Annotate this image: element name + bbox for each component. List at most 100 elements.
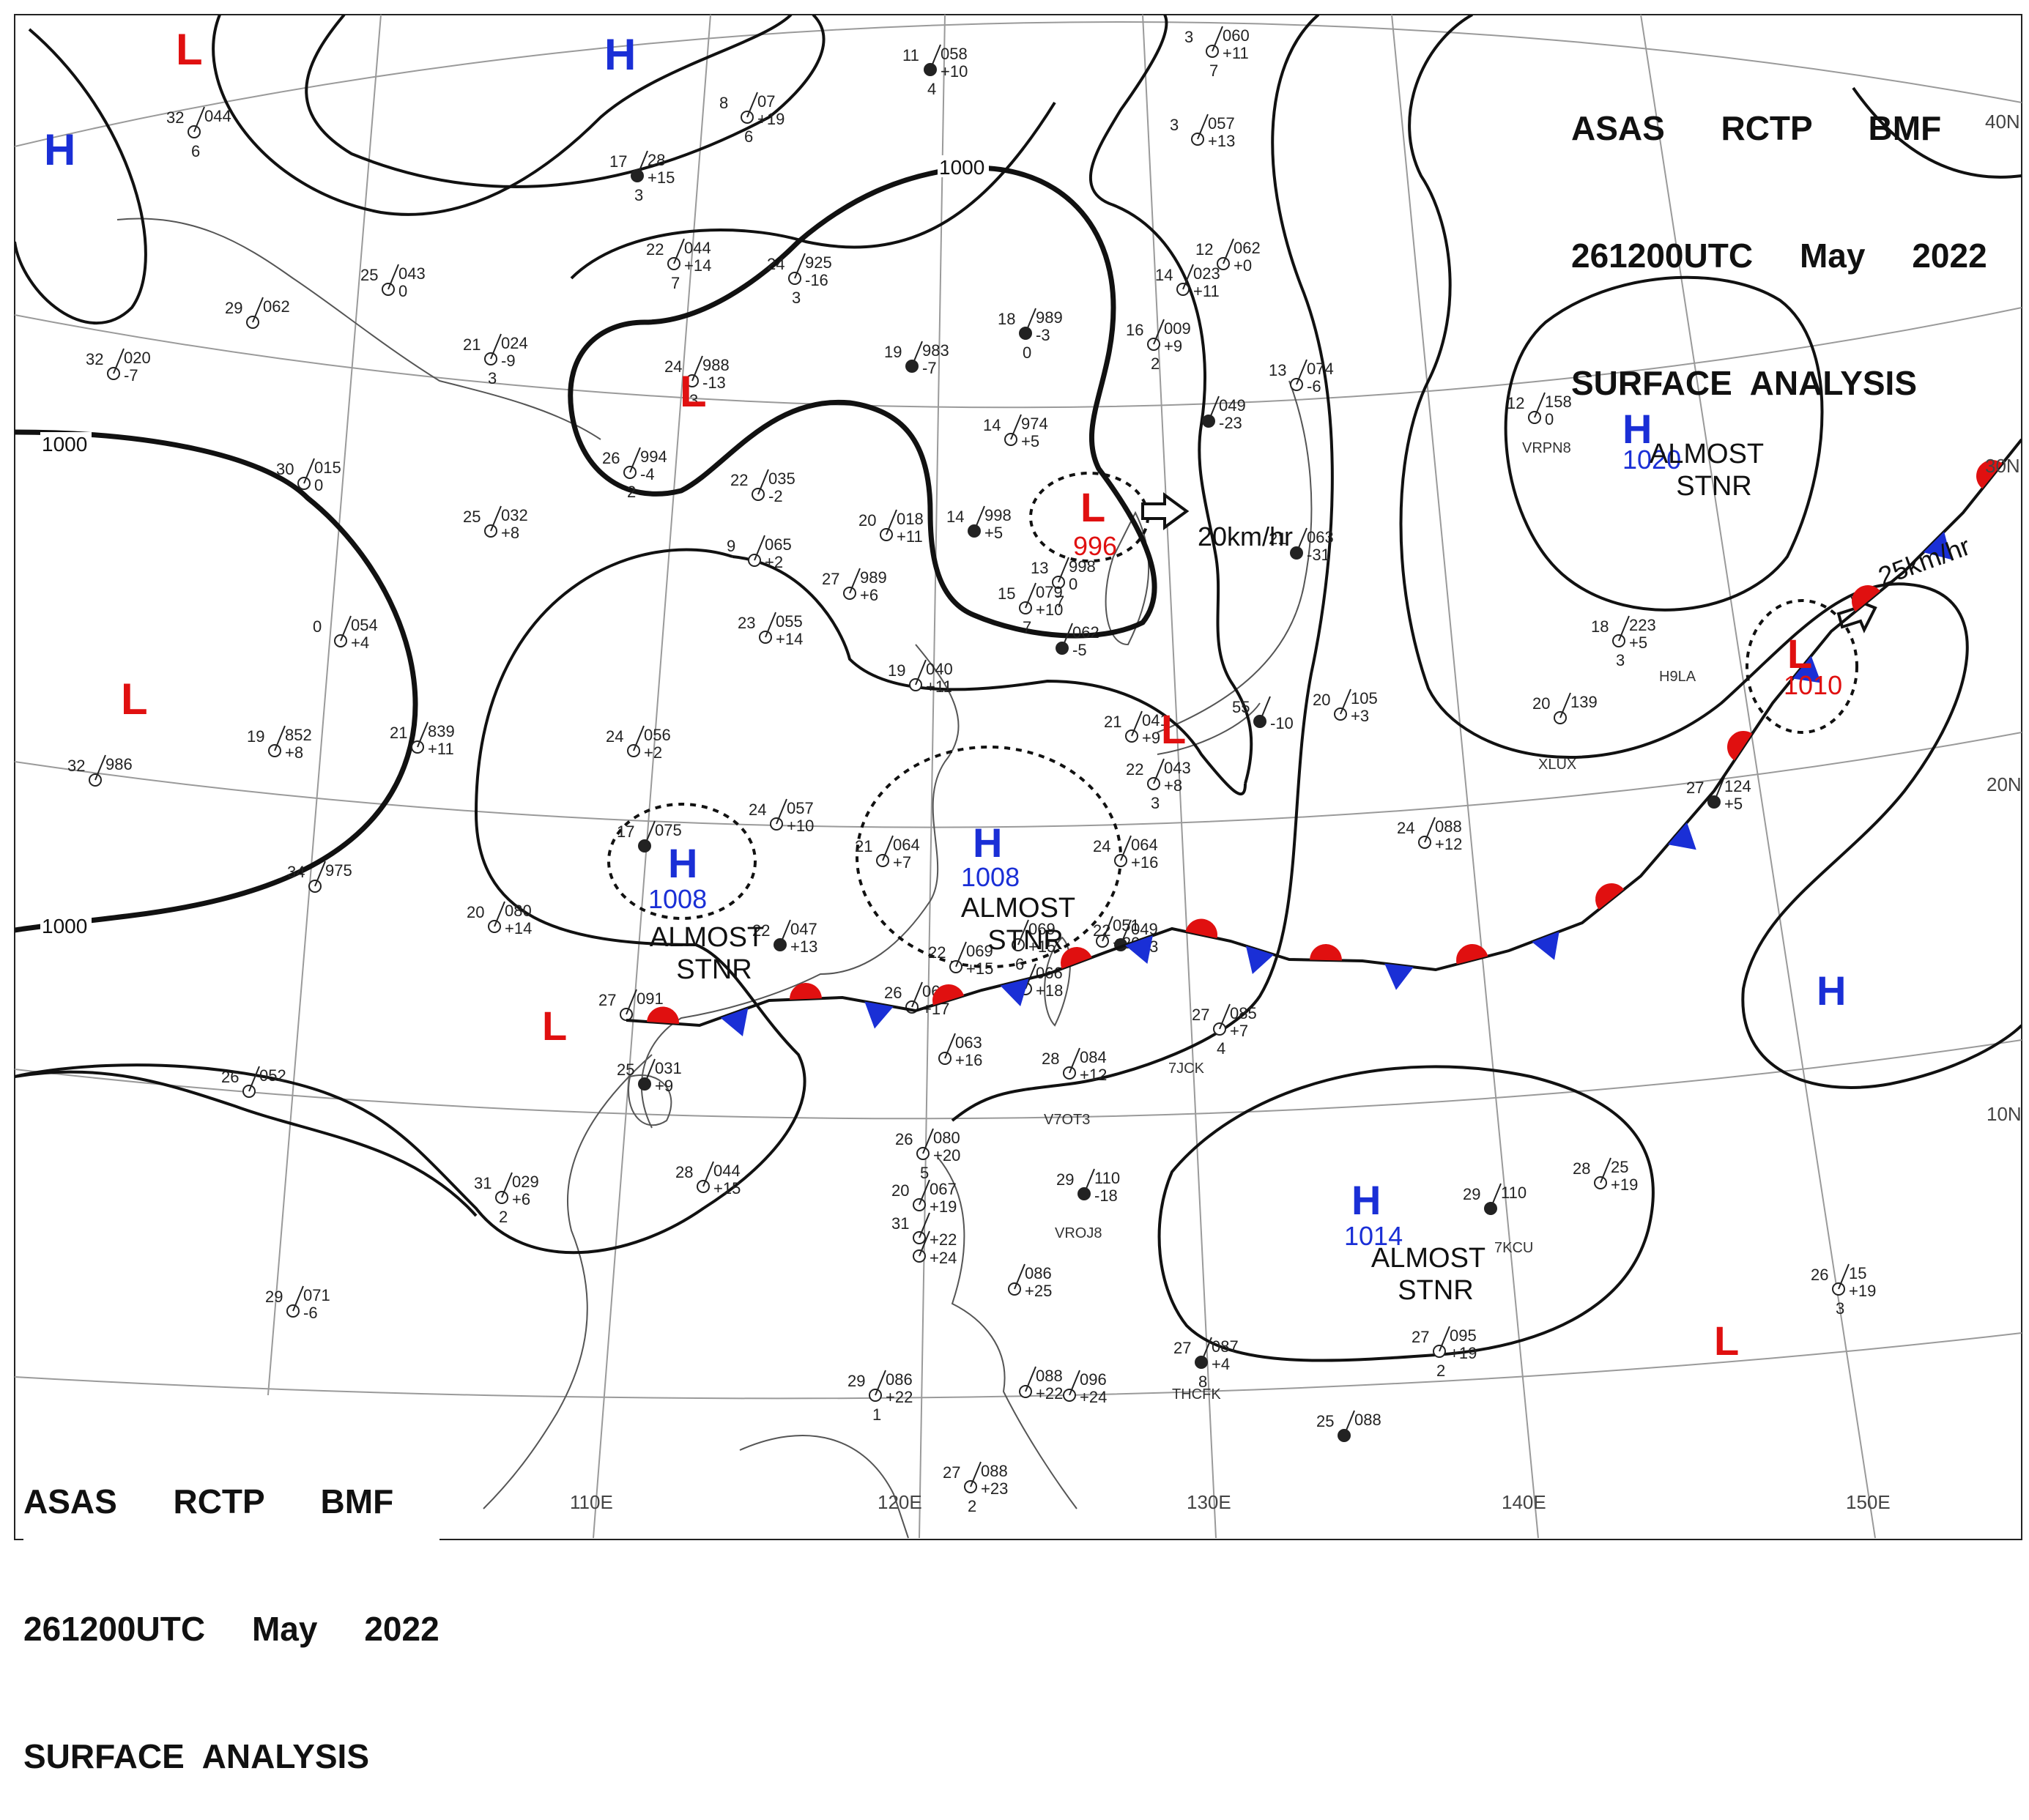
station-plot: 19 983-7 (884, 341, 949, 377)
station-plot: 27 124+5 (1686, 776, 1751, 813)
warm-front-semicircle (1852, 585, 1881, 612)
station-temperature: 22 (752, 921, 770, 940)
station-temperature: 27 (1192, 1006, 1209, 1024)
station-tendency: -3 (1036, 326, 1050, 344)
cold-front-triangle (1245, 946, 1275, 974)
isobar-label-1000-west: 1000 (42, 433, 87, 456)
station-tendency: +16 (955, 1051, 982, 1069)
station-temperature: 19 (247, 727, 264, 746)
station-temperature: 28 (1042, 1050, 1059, 1068)
ship-id: VRPN8 (1522, 440, 1571, 456)
station-pressure: 043 (398, 264, 426, 283)
station-plot: 3 057+13 (1170, 114, 1235, 150)
station-plot: 26 052 (221, 1066, 286, 1098)
station-temperature: 21 (855, 837, 872, 855)
station-tendency: +3 (1351, 707, 1369, 725)
station-tendency: +25 (1025, 1282, 1052, 1300)
station-tendency: +12 (1435, 835, 1462, 853)
station-pressure: 139 (1570, 693, 1598, 711)
station-pressure: 069 (1028, 920, 1056, 938)
wind-barb (1201, 1337, 1212, 1363)
station-pressure: 839 (428, 722, 455, 740)
header-top-line2: 261200UTC May 2022 (1571, 237, 1987, 275)
ship-ids: VRPN8 H9LA XLUX 7JCK V7OT3 VROJ8 7KCU TH… (1044, 440, 1696, 1403)
isobar-label-1000-north: 1000 (939, 156, 984, 179)
station-tendency: +15 (713, 1179, 741, 1197)
station-pressure: 043 (1164, 759, 1191, 777)
station-plot: 31 029+62 (474, 1172, 539, 1226)
low-japan: L (1161, 706, 1186, 752)
station-pressure: 060 (1223, 26, 1250, 45)
station-pressure: 018 (897, 510, 924, 528)
wind-barb (490, 333, 502, 360)
longitude-110e (593, 15, 711, 1539)
station-plot: 14 998+5 (946, 505, 1012, 542)
station-temperature: 20 (1532, 694, 1550, 713)
value-korea-low: 996 (1073, 531, 1117, 561)
station-tendency: -6 (303, 1304, 318, 1322)
station-temperature: 32 (67, 757, 85, 775)
station-pressure: 110 (1501, 1184, 1527, 1202)
station-tendency: +11 (428, 740, 454, 758)
station-weather: 2 (1436, 1362, 1445, 1380)
station-tendency: -18 (1094, 1186, 1118, 1205)
wind-barb (1153, 758, 1165, 784)
high-taiwan: H (973, 820, 1002, 866)
station-pressure: 064 (1131, 836, 1158, 854)
wind-barb (915, 659, 927, 686)
station-pressure: 983 (922, 341, 949, 360)
cold-front-triangle (864, 1001, 894, 1029)
station-tendency: -2 (768, 487, 783, 505)
value-philippine-sea-high: 1014 (1344, 1221, 1403, 1251)
warm-front-semicircle (1727, 731, 1753, 761)
station-temperature: 23 (738, 614, 755, 632)
station-pressure: 085 (1230, 1004, 1257, 1022)
wind-barb (930, 44, 941, 70)
wind-barb (911, 981, 923, 1008)
warm-front-semicircle (1456, 944, 1488, 965)
station-pressure: 032 (501, 506, 528, 524)
station-pressure: 223 (1629, 616, 1656, 634)
station-temperature: 13 (1269, 361, 1286, 379)
station-weather: 2 (499, 1208, 508, 1226)
value-south-china-high: 1008 (648, 884, 707, 914)
station-temperature: 18 (1591, 617, 1609, 636)
wind-barb (702, 1161, 714, 1187)
station-plot: 069+156 (1012, 919, 1056, 973)
wind-barb (1219, 1003, 1231, 1030)
station-pressure: 057 (1208, 114, 1235, 133)
station-tendency: +9 (655, 1077, 673, 1095)
station-temperature: 26 (602, 449, 620, 467)
station-pressure: 988 (702, 356, 730, 374)
wind-barb (919, 1212, 930, 1238)
station-plot: 20 139 (1532, 692, 1598, 724)
wind-barb (248, 1066, 260, 1092)
ship-id: VROJ8 (1055, 1225, 1102, 1241)
station-weather: 2 (627, 483, 636, 501)
wind-barb (746, 92, 758, 118)
station-tendency: +19 (757, 110, 784, 128)
ship-id: XLUX (1538, 757, 1576, 773)
station-temperature: 24 (1397, 819, 1414, 837)
station-temperature: 29 (265, 1288, 283, 1306)
wind-barb (973, 505, 985, 532)
wind-barb (757, 469, 769, 495)
station-tendency: +10 (787, 817, 814, 835)
value-taiwan-high: 1008 (961, 862, 1020, 892)
station-pressure: 086 (1025, 1264, 1052, 1282)
isobars (15, 15, 2022, 1362)
wind-barb (644, 820, 656, 847)
latitude-30n (15, 307, 2022, 409)
station-temperature: 27 (1412, 1328, 1429, 1346)
ship-id: 7KCU (1494, 1240, 1533, 1256)
station-tendency: +2 (644, 743, 662, 762)
lat-label-10n: 10N (1987, 1103, 2022, 1125)
station-tendency: +5 (984, 524, 1003, 542)
wind-barb (1838, 1263, 1850, 1290)
station-plot: 25 032+8 (463, 505, 528, 542)
wind-barb (779, 919, 791, 946)
station-temperature: 17 (609, 152, 627, 171)
station-plot: 21 839+11 (390, 721, 455, 758)
station-pressure: 067 (930, 1180, 957, 1198)
